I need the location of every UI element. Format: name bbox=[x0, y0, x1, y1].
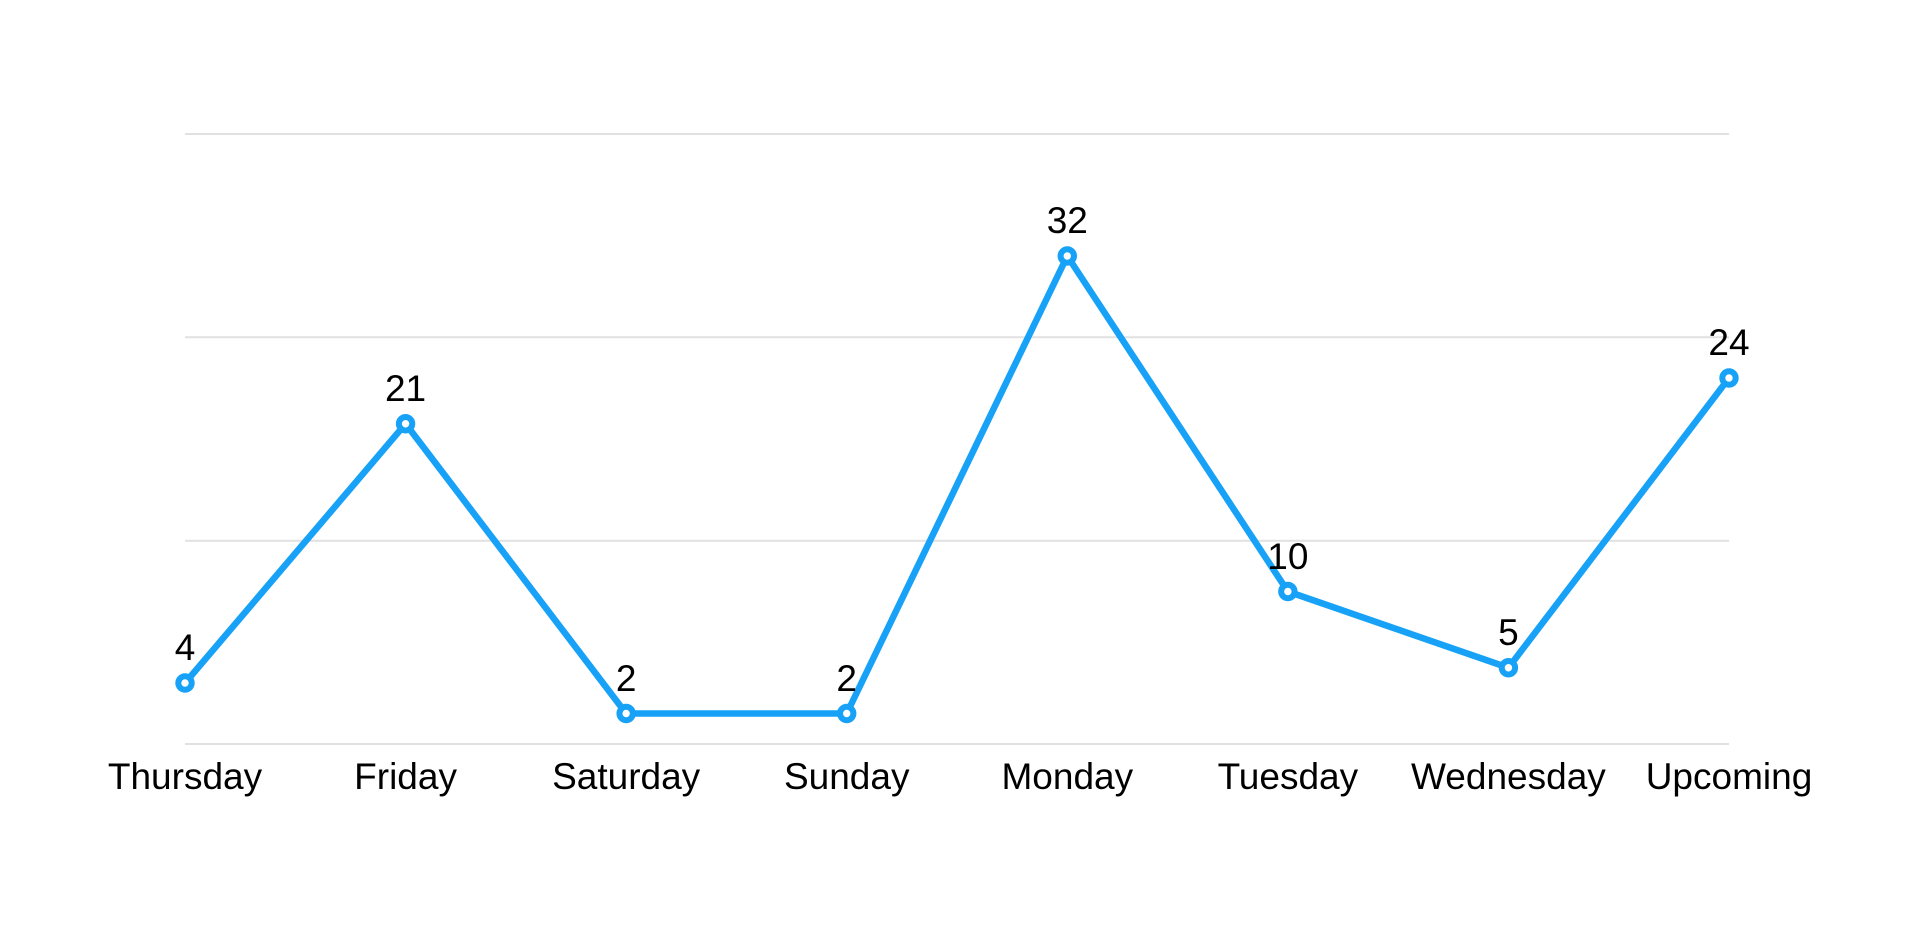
data-point-thursday bbox=[175, 673, 195, 693]
data-point-saturday bbox=[616, 703, 636, 724]
data-point-wednesday bbox=[1498, 658, 1519, 678]
data-point-monday bbox=[1057, 246, 1077, 266]
data-point-friday bbox=[395, 414, 416, 434]
data-point-upcoming bbox=[1719, 368, 1739, 388]
data-point-tuesday bbox=[1278, 581, 1298, 602]
data-line bbox=[181, 252, 1733, 717]
data-point-sunday bbox=[837, 703, 857, 724]
